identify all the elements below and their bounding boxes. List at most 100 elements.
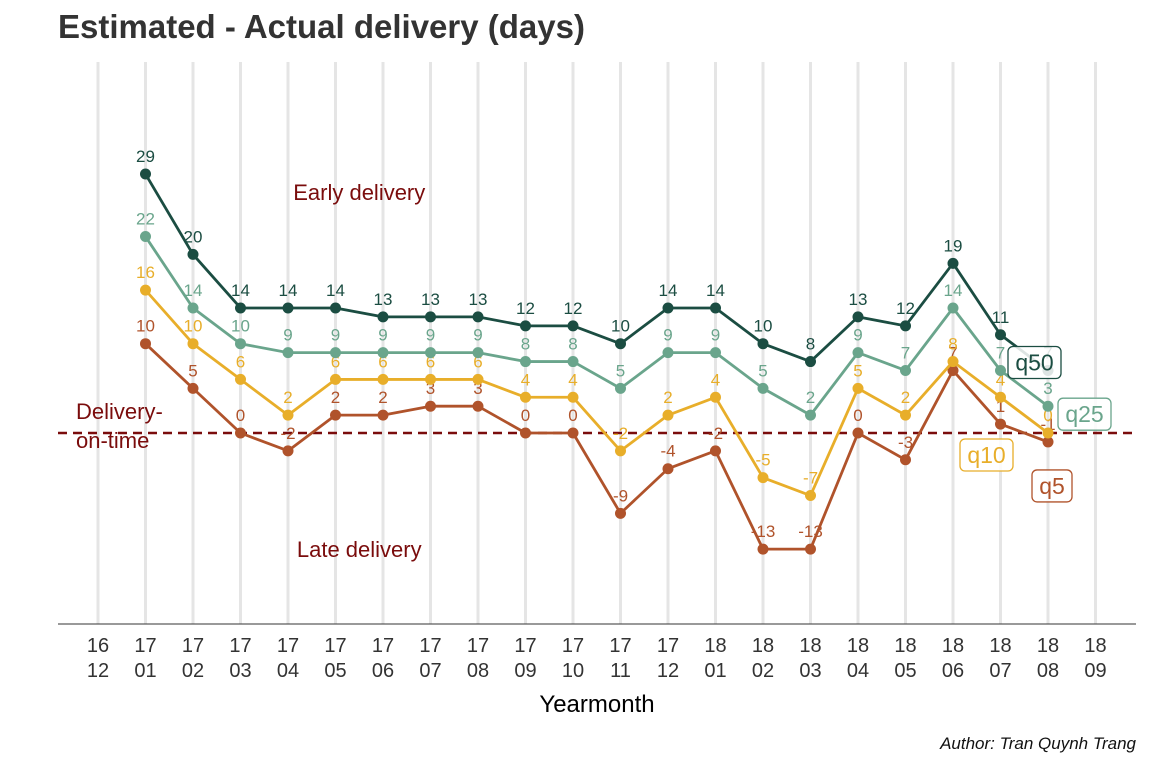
- data-point-q25: [1042, 400, 1054, 412]
- data-point-q10: [805, 490, 816, 502]
- data-point-q10: [520, 391, 531, 403]
- data-point-q10: [1042, 427, 1054, 439]
- data-point-q5: [520, 427, 531, 439]
- data-label-q25: 9: [473, 326, 482, 345]
- data-point-q5: [140, 338, 151, 350]
- data-point-q50: [472, 311, 484, 323]
- data-point-q10: [757, 472, 769, 484]
- data-label-q25: 2: [806, 388, 815, 407]
- data-label-q5: 1: [996, 397, 1005, 416]
- data-point-q5: [757, 543, 769, 555]
- data-label-q50: 12: [896, 299, 915, 318]
- data-point-q50: [757, 338, 769, 350]
- legend-label-q5: q5: [1039, 473, 1065, 499]
- data-label-q10: 0: [1043, 406, 1052, 425]
- x-tick-label-month: 04: [277, 660, 299, 682]
- x-tick-label-month: 02: [752, 660, 774, 682]
- data-point-q10: [377, 373, 389, 385]
- x-tick-label-year: 17: [467, 635, 489, 657]
- data-label-q25: 3: [1043, 379, 1052, 398]
- data-label-q10: 6: [426, 352, 435, 371]
- data-label-q25: 9: [426, 326, 435, 345]
- x-tick-label-year: 18: [1037, 635, 1059, 657]
- data-label-q25: 9: [378, 326, 387, 345]
- data-label-q25: 8: [568, 335, 577, 354]
- data-point-q5: [615, 507, 626, 519]
- data-point-q10: [615, 445, 626, 457]
- data-point-q25: [805, 409, 816, 421]
- data-label-q50: 11: [992, 308, 1010, 327]
- data-label-q5: 3: [426, 379, 435, 398]
- x-tick-label-month: 06: [372, 660, 394, 682]
- data-point-q5: [852, 427, 864, 439]
- x-tick-label-month: 03: [229, 660, 251, 682]
- data-point-q10: [187, 338, 199, 350]
- data-label-q10: 6: [236, 352, 245, 371]
- data-point-q50: [995, 329, 1006, 341]
- data-point-q25: [900, 364, 911, 376]
- data-point-q50: [377, 311, 389, 323]
- x-tick-label-year: 17: [277, 635, 299, 657]
- data-label-q5: 2: [331, 388, 340, 407]
- data-label-q10: -7: [803, 469, 818, 488]
- data-label-q10: 4: [996, 370, 1005, 389]
- data-point-q10: [235, 373, 246, 385]
- x-tick-label-month: 10: [562, 660, 584, 682]
- data-label-q25: 9: [711, 326, 720, 345]
- data-point-q25: [282, 347, 294, 359]
- data-label-q10: 2: [663, 388, 672, 407]
- region-annotation: Early delivery: [293, 180, 425, 205]
- data-point-q50: [187, 248, 199, 260]
- x-tick-label-month: 11: [610, 660, 631, 682]
- x-tick-label-month: 01: [704, 660, 726, 682]
- data-label-q10: 2: [283, 388, 292, 407]
- data-label-q25: 10: [231, 317, 250, 336]
- x-tick-label-month: 05: [894, 660, 916, 682]
- data-label-q10: 4: [521, 370, 530, 389]
- data-label-q10: 6: [378, 352, 387, 371]
- data-label-q50: 14: [279, 281, 298, 300]
- data-label-q5: 0: [853, 406, 862, 425]
- data-label-q10: 8: [948, 335, 957, 354]
- x-tick-label-year: 18: [989, 635, 1011, 657]
- x-tick-label-year: 18: [799, 635, 821, 657]
- data-label-q10: 10: [184, 317, 203, 336]
- data-label-q50: 12: [564, 299, 583, 318]
- data-label-q25: 7: [996, 343, 1005, 362]
- data-point-q5: [900, 454, 911, 466]
- data-label-q5: 10: [136, 317, 155, 336]
- data-point-q50: [140, 168, 151, 180]
- data-point-q25: [330, 347, 341, 359]
- data-label-q50: 14: [659, 281, 678, 300]
- data-point-q50: [330, 302, 341, 314]
- x-tick-label-year: 17: [372, 635, 394, 657]
- series-line-q50: [144, 173, 1049, 372]
- data-point-q10: [900, 409, 911, 421]
- data-point-q50: [615, 338, 626, 350]
- data-point-q25: [425, 347, 436, 359]
- data-label-q5: 5: [188, 361, 197, 380]
- data-point-q50: [567, 320, 579, 332]
- data-point-q10: [567, 391, 579, 403]
- data-point-q25: [662, 347, 674, 359]
- data-point-q25: [615, 382, 626, 394]
- x-tick-label-month: 03: [799, 660, 821, 682]
- data-label-q25: 9: [283, 326, 292, 345]
- x-tick-label-month: 09: [1084, 660, 1106, 682]
- x-tick-label-month: 06: [942, 660, 964, 682]
- data-label-q10: -5: [755, 451, 770, 470]
- data-point-q5: [1042, 436, 1054, 448]
- data-label-q50: 12: [516, 299, 535, 318]
- data-label-q50: 13: [374, 290, 393, 309]
- series-line-q10: [144, 289, 1049, 497]
- x-tick-label-month: 07: [989, 660, 1011, 682]
- data-label-q25: 14: [184, 281, 203, 300]
- data-label-q5: 7: [948, 343, 957, 362]
- x-tick-label-year: 17: [514, 635, 536, 657]
- data-label-q50: 10: [754, 317, 773, 336]
- data-label-q5: -13: [798, 522, 823, 541]
- data-point-q5: [947, 364, 959, 376]
- x-tick-label-year: 17: [609, 635, 631, 657]
- data-label-q25: 14: [944, 281, 963, 300]
